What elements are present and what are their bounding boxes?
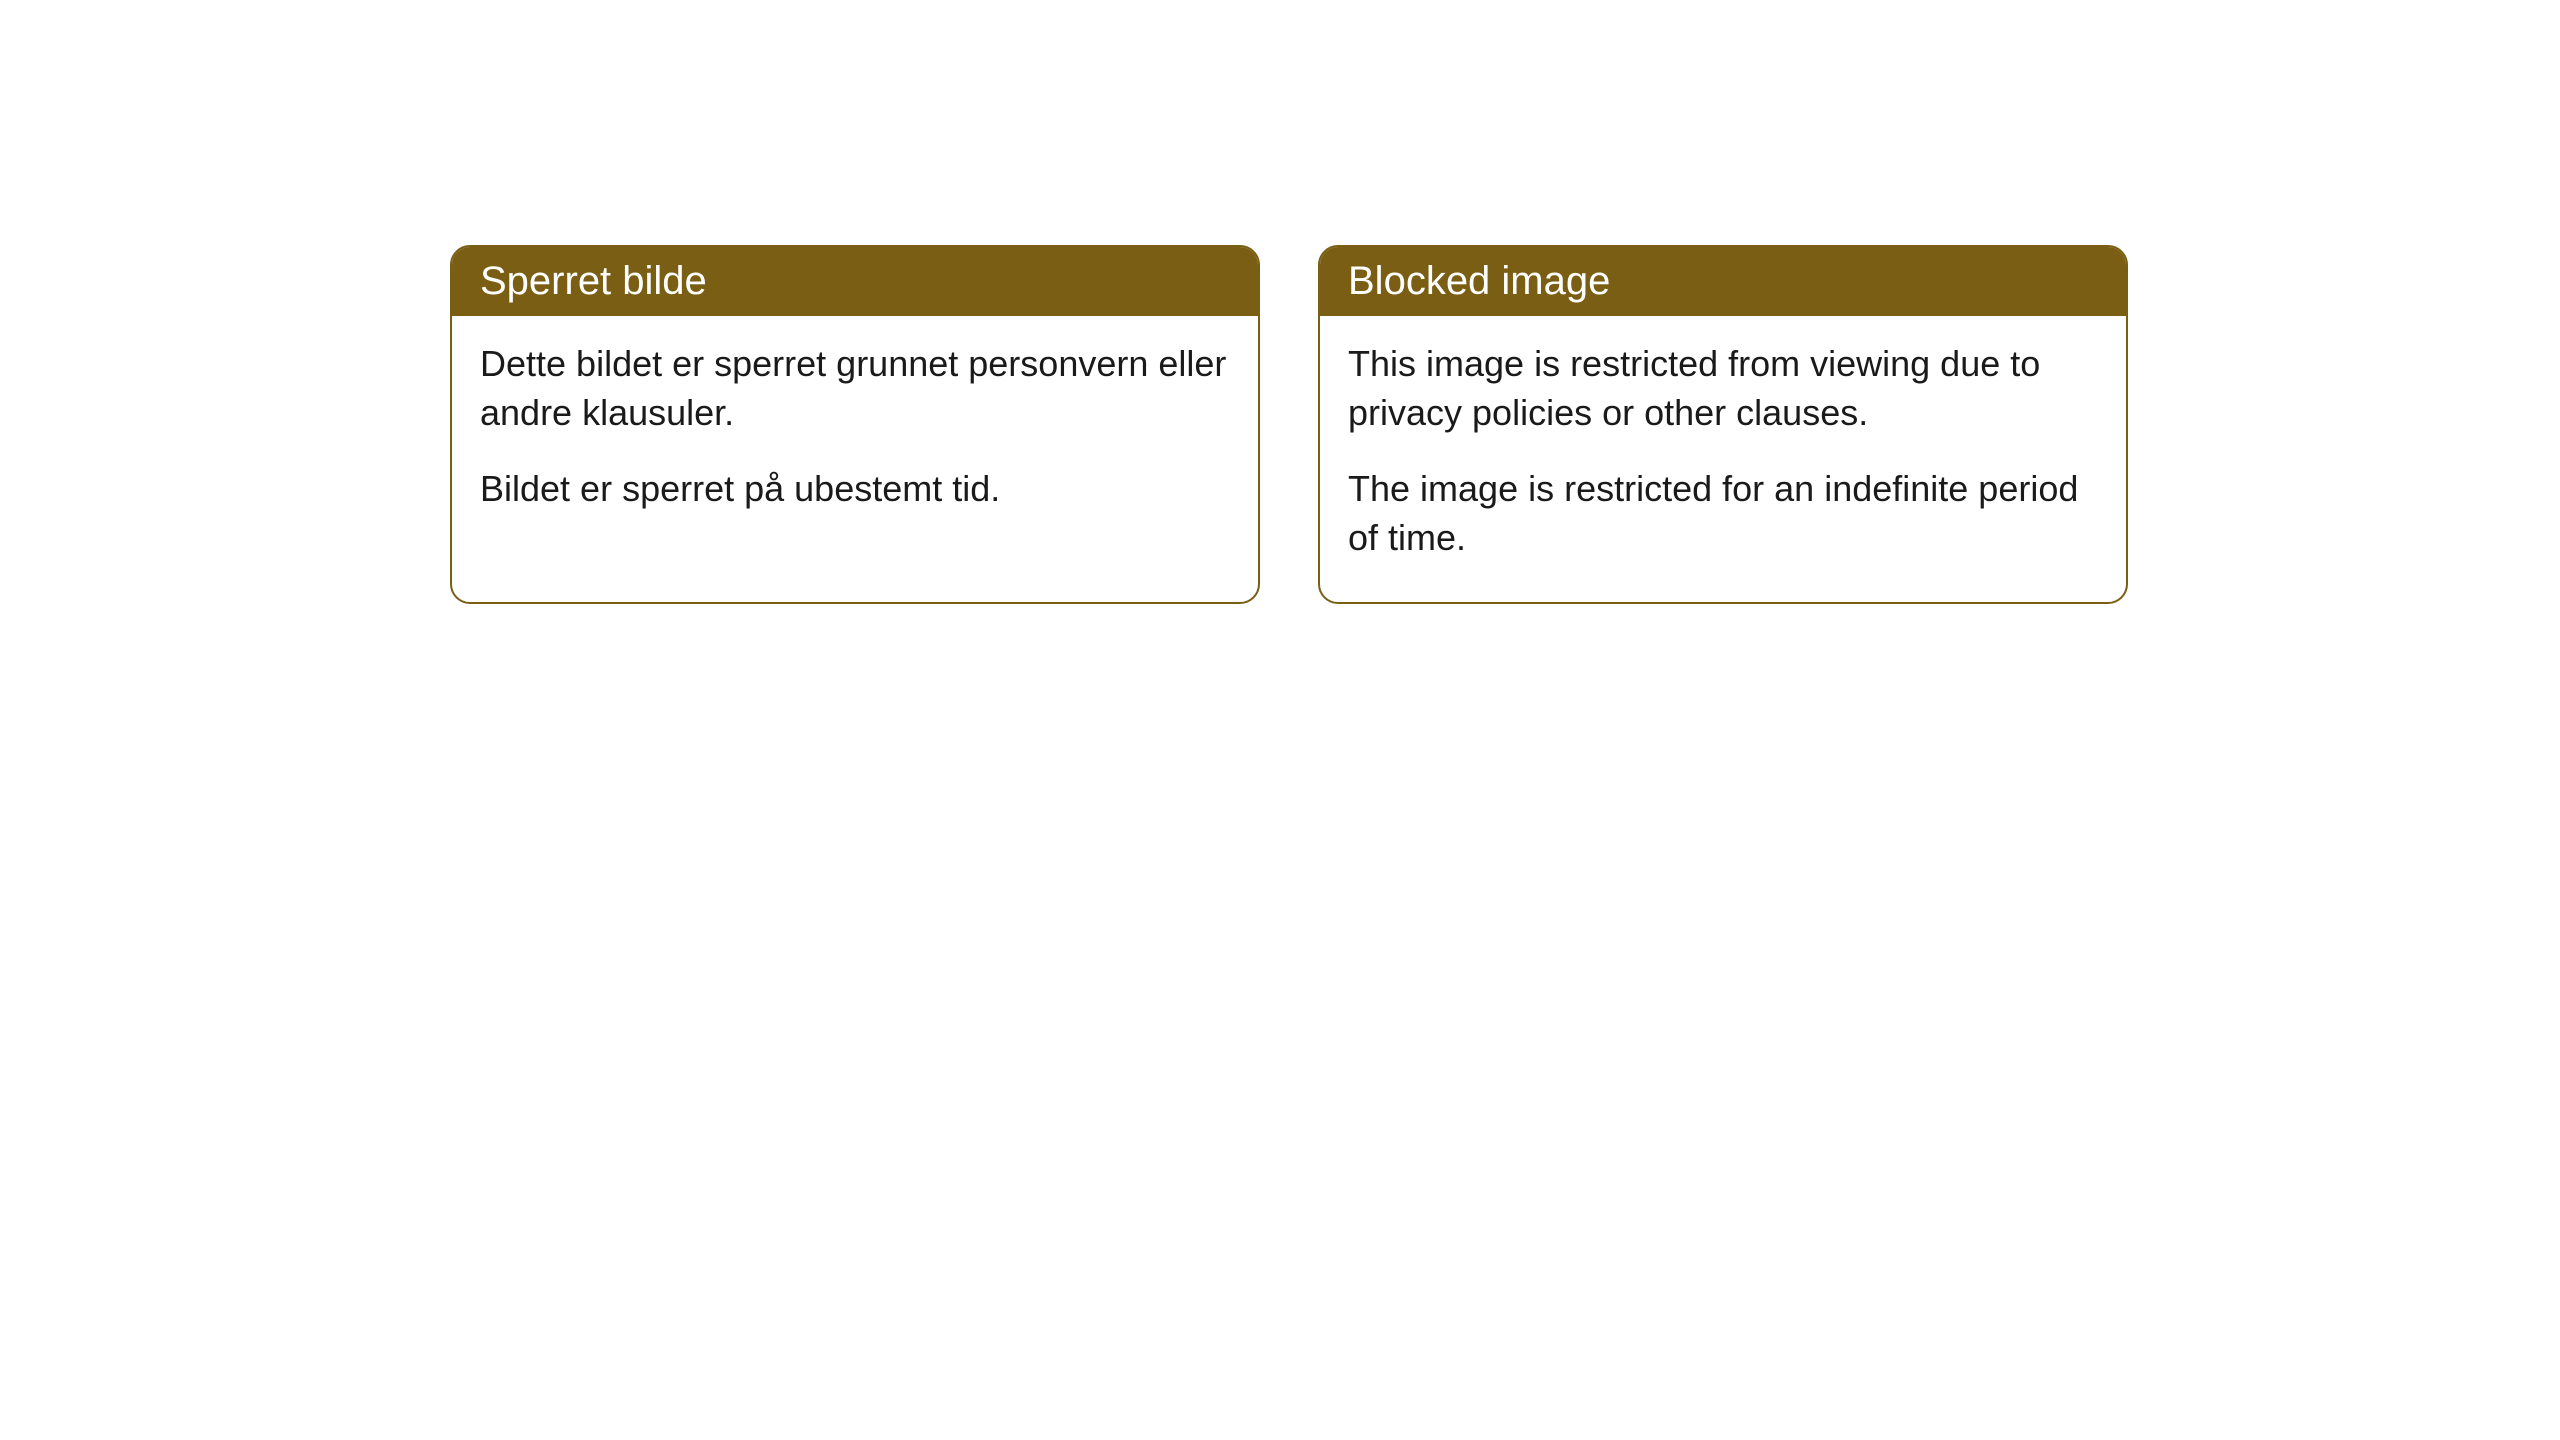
- card-title: Sperret bilde: [480, 259, 707, 303]
- notice-text-line-2: Bildet er sperret på ubestemt tid.: [480, 465, 1230, 514]
- card-header-english: Blocked image: [1320, 247, 2126, 316]
- notice-text-line-2: The image is restricted for an indefinit…: [1348, 465, 2098, 562]
- blocked-image-card-english: Blocked image This image is restricted f…: [1318, 245, 2128, 604]
- card-header-norwegian: Sperret bilde: [452, 247, 1258, 316]
- card-body-norwegian: Dette bildet er sperret grunnet personve…: [452, 316, 1258, 554]
- notice-cards-container: Sperret bilde Dette bildet er sperret gr…: [450, 245, 2128, 604]
- blocked-image-card-norwegian: Sperret bilde Dette bildet er sperret gr…: [450, 245, 1260, 604]
- card-body-english: This image is restricted from viewing du…: [1320, 316, 2126, 602]
- notice-text-line-1: Dette bildet er sperret grunnet personve…: [480, 340, 1230, 437]
- notice-text-line-1: This image is restricted from viewing du…: [1348, 340, 2098, 437]
- card-title: Blocked image: [1348, 259, 1610, 303]
